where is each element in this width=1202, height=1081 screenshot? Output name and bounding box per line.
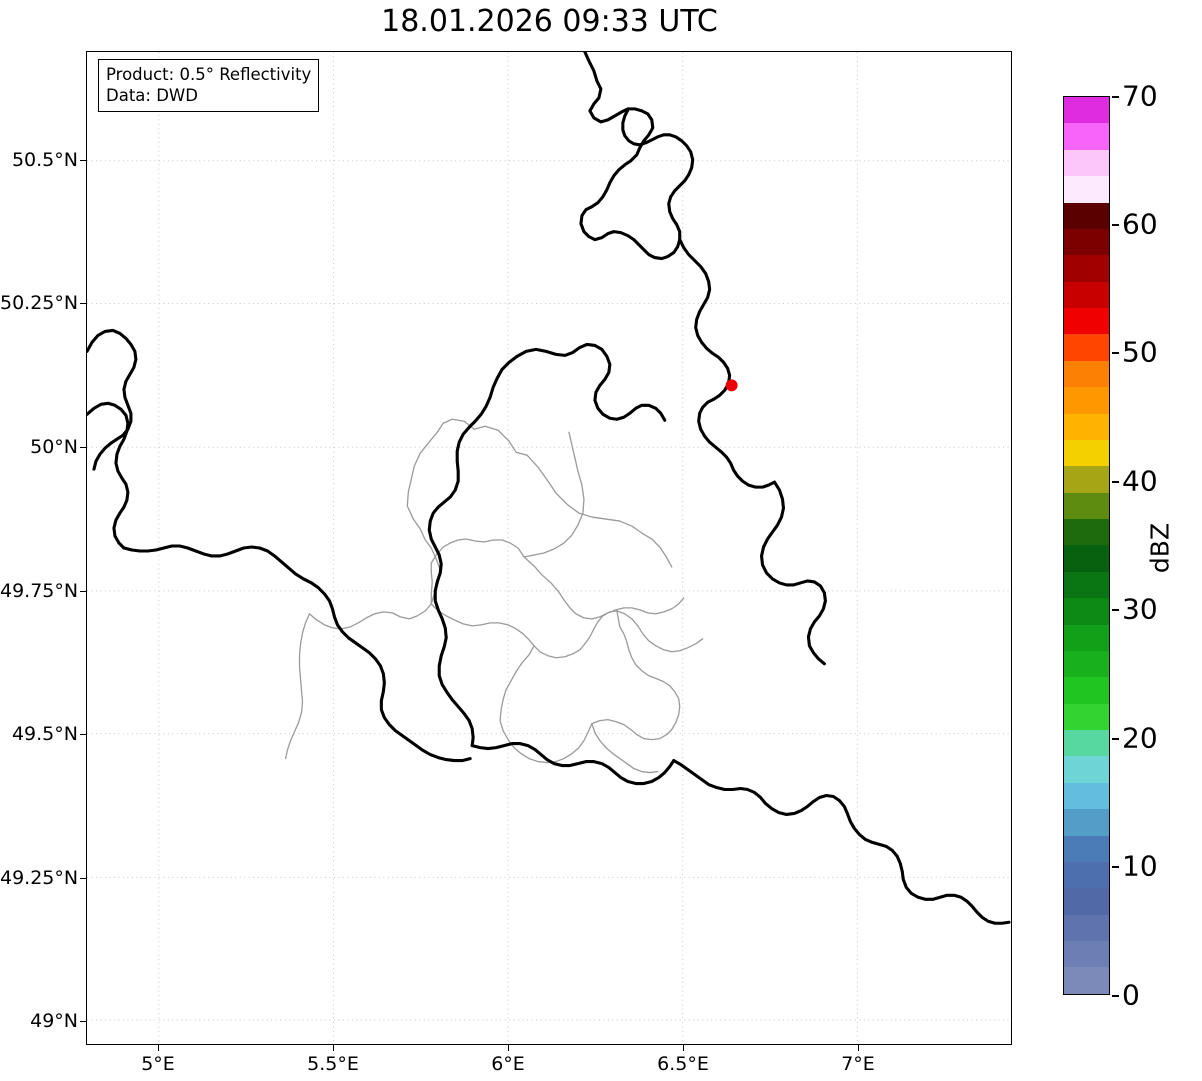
colorbar-label-30: 30 xyxy=(1122,592,1158,626)
x-tickmark xyxy=(683,1045,685,1051)
colorbar-band xyxy=(1064,308,1109,335)
y-tick-label-50: 50°N xyxy=(30,436,78,458)
colorbar-band xyxy=(1064,360,1109,388)
colorbar-band xyxy=(1064,730,1109,757)
colorbar-label-50: 50 xyxy=(1122,335,1158,369)
radar-site-marker[interactable] xyxy=(725,379,738,392)
colorbar-label-60: 60 xyxy=(1122,207,1158,241)
y-tick-label-49: 49°N xyxy=(30,1010,78,1032)
colorbar-band xyxy=(1064,149,1109,177)
colorbar-tickmark xyxy=(1112,866,1119,868)
x-tickmark xyxy=(858,1045,860,1051)
colorbar-tickmark xyxy=(1112,481,1119,483)
y-tickmark xyxy=(80,160,86,162)
colorbar-band xyxy=(1064,255,1109,282)
colorbar-band xyxy=(1064,228,1109,256)
colorbar-tickmark xyxy=(1112,224,1119,226)
map-plot-area[interactable]: Product: 0.5° Reflectivity Data: DWD xyxy=(86,51,1012,1045)
page-title: 18.01.2026 09:33 UTC xyxy=(381,4,718,39)
colorbar-label-20: 20 xyxy=(1122,721,1158,755)
colorbar-axis-label: dBZ xyxy=(1145,522,1175,574)
colorbar-band xyxy=(1064,677,1109,704)
colorbar-tickmark xyxy=(1112,995,1119,997)
colorbar-tickmark xyxy=(1112,352,1119,354)
y-tick-label-49-75: 49.75°N xyxy=(0,580,79,602)
colorbar-band xyxy=(1064,387,1109,414)
colorbar-label-40: 40 xyxy=(1122,464,1158,498)
colorbar-band xyxy=(1064,281,1109,308)
x-tickmark xyxy=(158,1045,160,1051)
x-tick-label-6e: 6°E xyxy=(491,1053,525,1075)
y-tickmark xyxy=(80,1021,86,1023)
colorbar-band xyxy=(1064,334,1109,361)
colorbar-band xyxy=(1064,809,1109,836)
colorbar-band xyxy=(1064,97,1109,124)
colorbar-tickmark xyxy=(1112,609,1119,611)
colorbar-band xyxy=(1064,914,1109,941)
country-borders xyxy=(87,52,1011,925)
colorbar-label-10: 10 xyxy=(1122,849,1158,883)
y-tick-label-50-25: 50.25°N xyxy=(0,292,79,314)
y-tick-label-49-5: 49.5°N xyxy=(11,723,78,745)
colorbar-tickmark xyxy=(1112,96,1119,98)
colorbar-label-0: 0 xyxy=(1122,978,1140,1012)
x-tickmark xyxy=(508,1045,510,1051)
colorbar-tickmark xyxy=(1112,738,1119,740)
x-tickmark xyxy=(333,1045,335,1051)
colorbar-band xyxy=(1064,598,1109,625)
colorbar-band xyxy=(1064,123,1109,150)
x-tick-label-5-5e: 5.5°E xyxy=(307,1053,359,1075)
colorbar-band xyxy=(1064,492,1109,519)
colorbar-band xyxy=(1064,176,1109,203)
y-tickmark xyxy=(80,591,86,593)
colorbar-band xyxy=(1064,439,1109,467)
x-tick-label-7e: 7°E xyxy=(841,1053,875,1075)
colorbar-band xyxy=(1064,861,1109,889)
colorbar-band xyxy=(1064,967,1109,994)
colorbar-band xyxy=(1064,624,1109,651)
y-tickmark xyxy=(80,303,86,305)
colorbar-band xyxy=(1064,466,1109,493)
colorbar-band xyxy=(1064,888,1109,915)
map-canvas xyxy=(87,52,1011,1044)
colorbar-band xyxy=(1064,545,1109,572)
product-info-line-1: Product: 0.5° Reflectivity xyxy=(106,65,312,84)
product-info-box: Product: 0.5° Reflectivity Data: DWD xyxy=(98,59,320,113)
map-gridlines xyxy=(87,52,1011,1044)
x-tick-label-6-5e: 6.5°E xyxy=(657,1053,709,1075)
colorbar-band xyxy=(1064,519,1109,546)
y-tickmark xyxy=(80,878,86,880)
colorbar-band xyxy=(1064,202,1109,229)
y-tick-label-49-25: 49.25°N xyxy=(0,867,79,889)
colorbar-band xyxy=(1064,650,1109,678)
colorbar-band xyxy=(1064,413,1109,440)
colorbar-band xyxy=(1064,835,1109,862)
y-tickmark xyxy=(80,734,86,736)
y-tickmark xyxy=(80,447,86,449)
colorbar-band xyxy=(1064,941,1109,968)
colorbar-label-70: 70 xyxy=(1122,79,1158,113)
colorbar-band xyxy=(1064,782,1109,810)
y-tick-label-50-5: 50.5°N xyxy=(11,149,78,171)
colorbar-band xyxy=(1064,571,1109,599)
x-tick-label-5e: 5°E xyxy=(141,1053,175,1075)
district-boundaries xyxy=(284,418,704,774)
colorbar-band xyxy=(1064,756,1109,783)
reflectivity-colorbar[interactable] xyxy=(1063,96,1110,995)
product-info-line-2: Data: DWD xyxy=(106,86,198,106)
colorbar-band xyxy=(1064,703,1109,730)
